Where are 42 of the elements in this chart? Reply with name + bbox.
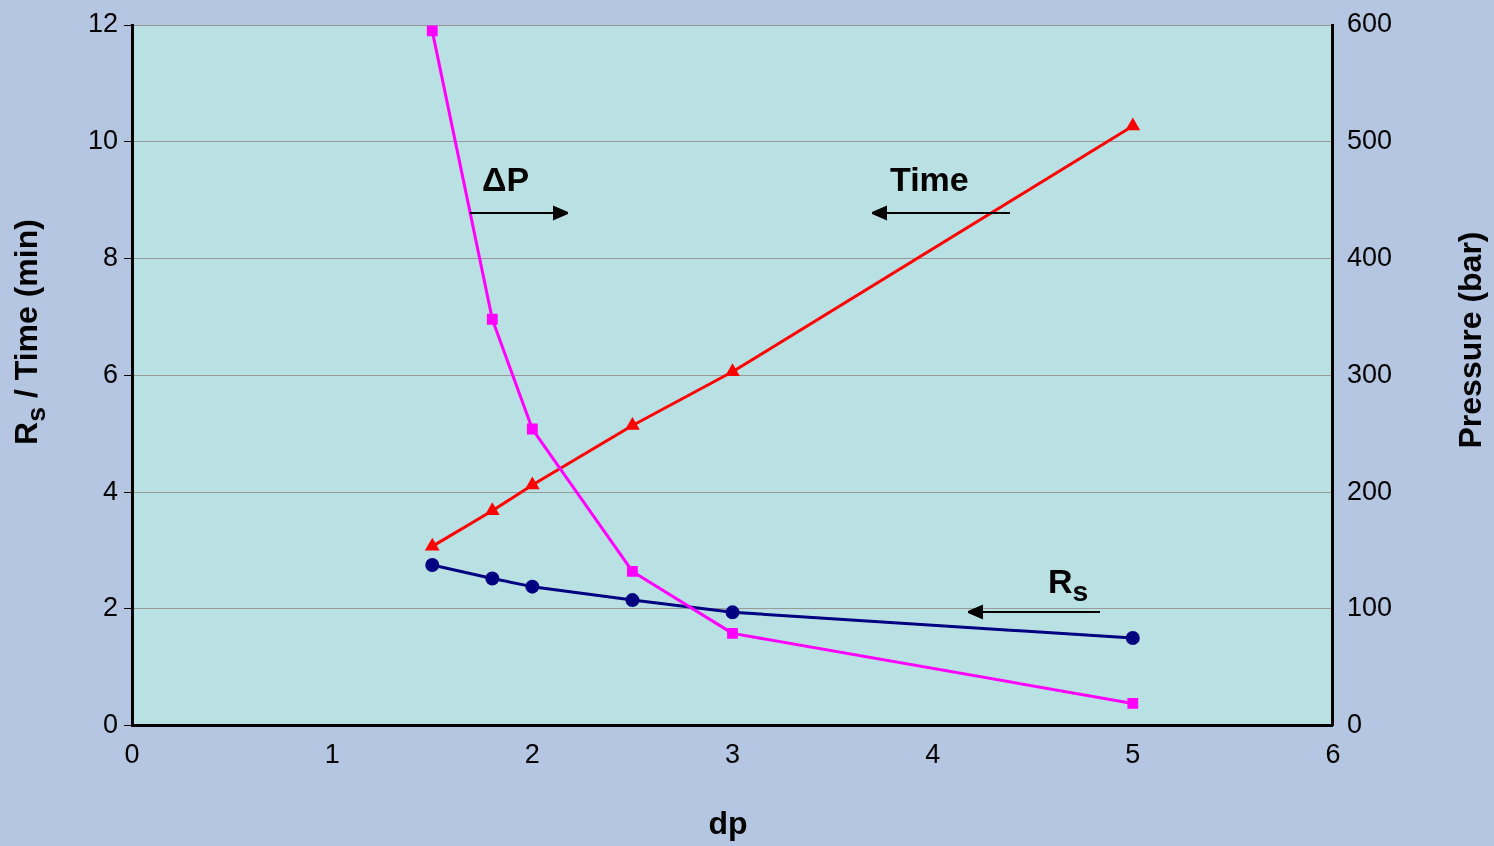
x-tick-label: 4 <box>925 739 941 770</box>
y2-tick-label: 200 <box>1346 475 1393 506</box>
point <box>627 566 638 577</box>
point <box>486 503 499 515</box>
y-tick-label: 10 <box>87 125 119 156</box>
series-label: Time <box>890 160 969 199</box>
point <box>727 627 738 639</box>
y-tick-label: 2 <box>103 592 119 623</box>
y2-tick-label: 100 <box>1346 592 1393 623</box>
point <box>486 313 498 325</box>
x-tick-label: 2 <box>524 739 540 770</box>
y2-tick-label: 400 <box>1346 241 1393 272</box>
point <box>726 364 739 377</box>
point <box>626 418 639 430</box>
x-tick-label: 3 <box>724 739 741 770</box>
point <box>526 423 538 435</box>
y-tick-label: 12 <box>87 8 119 39</box>
point <box>625 593 640 608</box>
point <box>1125 631 1140 646</box>
y2-tick-label: 600 <box>1346 8 1393 39</box>
point <box>525 579 540 594</box>
series-label: ΔP <box>482 160 530 199</box>
point <box>485 571 500 586</box>
y2-tick-label: 300 <box>1346 358 1393 389</box>
point <box>425 558 440 573</box>
y2-tick-label: 0 <box>1346 709 1362 740</box>
x-tick-label: 1 <box>324 739 340 770</box>
y-tick-label: 8 <box>103 241 119 272</box>
y-tick-label: 6 <box>103 358 119 389</box>
x-tick-label: 0 <box>124 739 140 770</box>
point <box>725 605 740 620</box>
y-tick-label: 0 <box>103 709 119 740</box>
y-tick-label: 4 <box>103 475 119 506</box>
x-tick-label: 6 <box>1325 739 1341 770</box>
point <box>426 25 438 37</box>
series-label: R$_{s}$ <box>1048 562 1089 608</box>
y2-axis-title: Pressure (bar) <box>1451 231 1489 449</box>
point <box>1127 698 1139 709</box>
x-tick-label: 5 <box>1125 739 1141 770</box>
point <box>1126 119 1140 131</box>
y2-tick-label: 500 <box>1346 125 1393 156</box>
x-axis-title: dp <box>708 805 748 842</box>
